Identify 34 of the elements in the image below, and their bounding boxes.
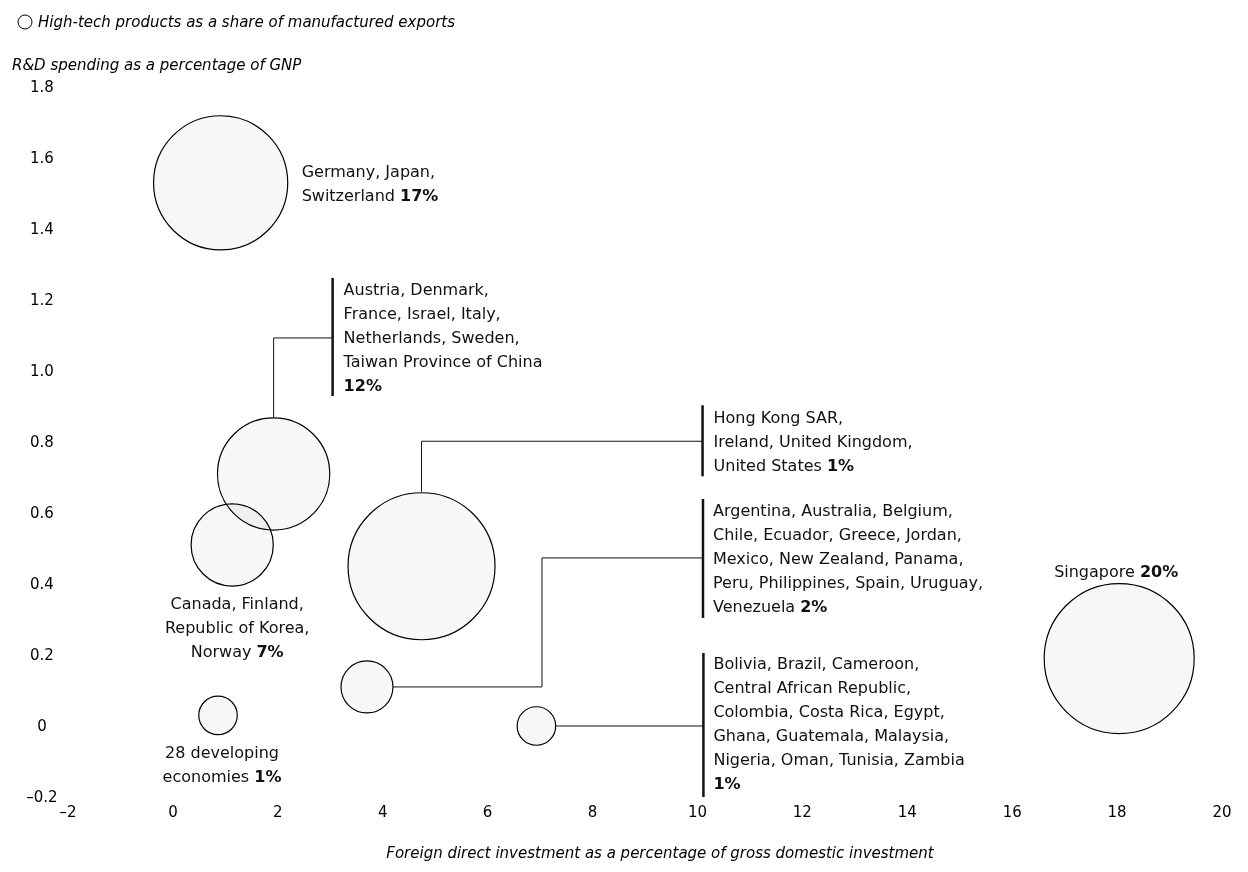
y-tick-label: 1.4 [30,220,54,238]
x-tick-label: 20 [1212,803,1232,821]
x-tick-label: 12 [792,803,812,821]
y-tick-label: –0.2 [26,788,58,806]
annotation: Austria, Denmark, France, Israel, Italy, Netherlands, Sweden, Taiwan Province of China 12% [342,279,543,395]
y-axis-title: R&D spending as a percentage of GNP [12,56,303,74]
y-tick-label: 0.4 [30,575,54,593]
annotation: 28 developing economies 1% [162,743,282,787]
y-tick-label: 1.0 [30,362,54,380]
x-tick-label: 10 [687,803,707,821]
annotation: Bolivia, Brazil, Cameroon, Central African Republic, Colombia, Costa Rica, Egypt, Ghana, Guatemala, Malaysia, Nigeria, Oman, Tunisia, Zambia 1% [713,654,965,793]
annotation: Singapore 20% [1054,561,1179,581]
x-tick-label: 6 [482,803,493,821]
y-tick-label: 0.8 [30,433,54,451]
x-tick-label: 14 [897,803,917,821]
annotation: Argentina, Australia, Belgium, Chile, Ecuador, Greece, Jordan, Mexico, New Zealand, Panama, Peru, Philippines, Spain, Uruguay, Venezuela 2% [712,500,984,616]
x-tick-label: 4 [377,803,388,821]
x-tick-label: 16 [1002,803,1022,821]
y-tick-label: 1.8 [30,78,54,96]
y-tick-label: 0.2 [30,646,54,664]
x-tick-label: –2 [59,803,77,821]
x-tick-label: 2 [273,803,283,821]
annotation: Hong Kong SAR, Ireland, United Kingdom, United States 1% [713,408,913,476]
x-tick-label: 18 [1107,803,1127,821]
y-tick-label: 0.6 [30,504,54,522]
annotation: Canada, Finland, Republic of Korea, Norway 7% [164,593,310,661]
x-tick-label: 0 [168,803,178,821]
y-tick-label: 0 [37,717,47,735]
x-axis-title: Foreign direct investment as a percentage of gross domestic investment [386,844,935,862]
y-tick-label: 1.6 [30,149,54,167]
annotation: Germany, Japan, Switzerland 17% [301,161,439,205]
legend-title: High-tech products as a share of manufactured exports [38,13,456,31]
y-tick-label: 1.2 [30,291,54,309]
x-tick-label: 8 [587,803,598,821]
